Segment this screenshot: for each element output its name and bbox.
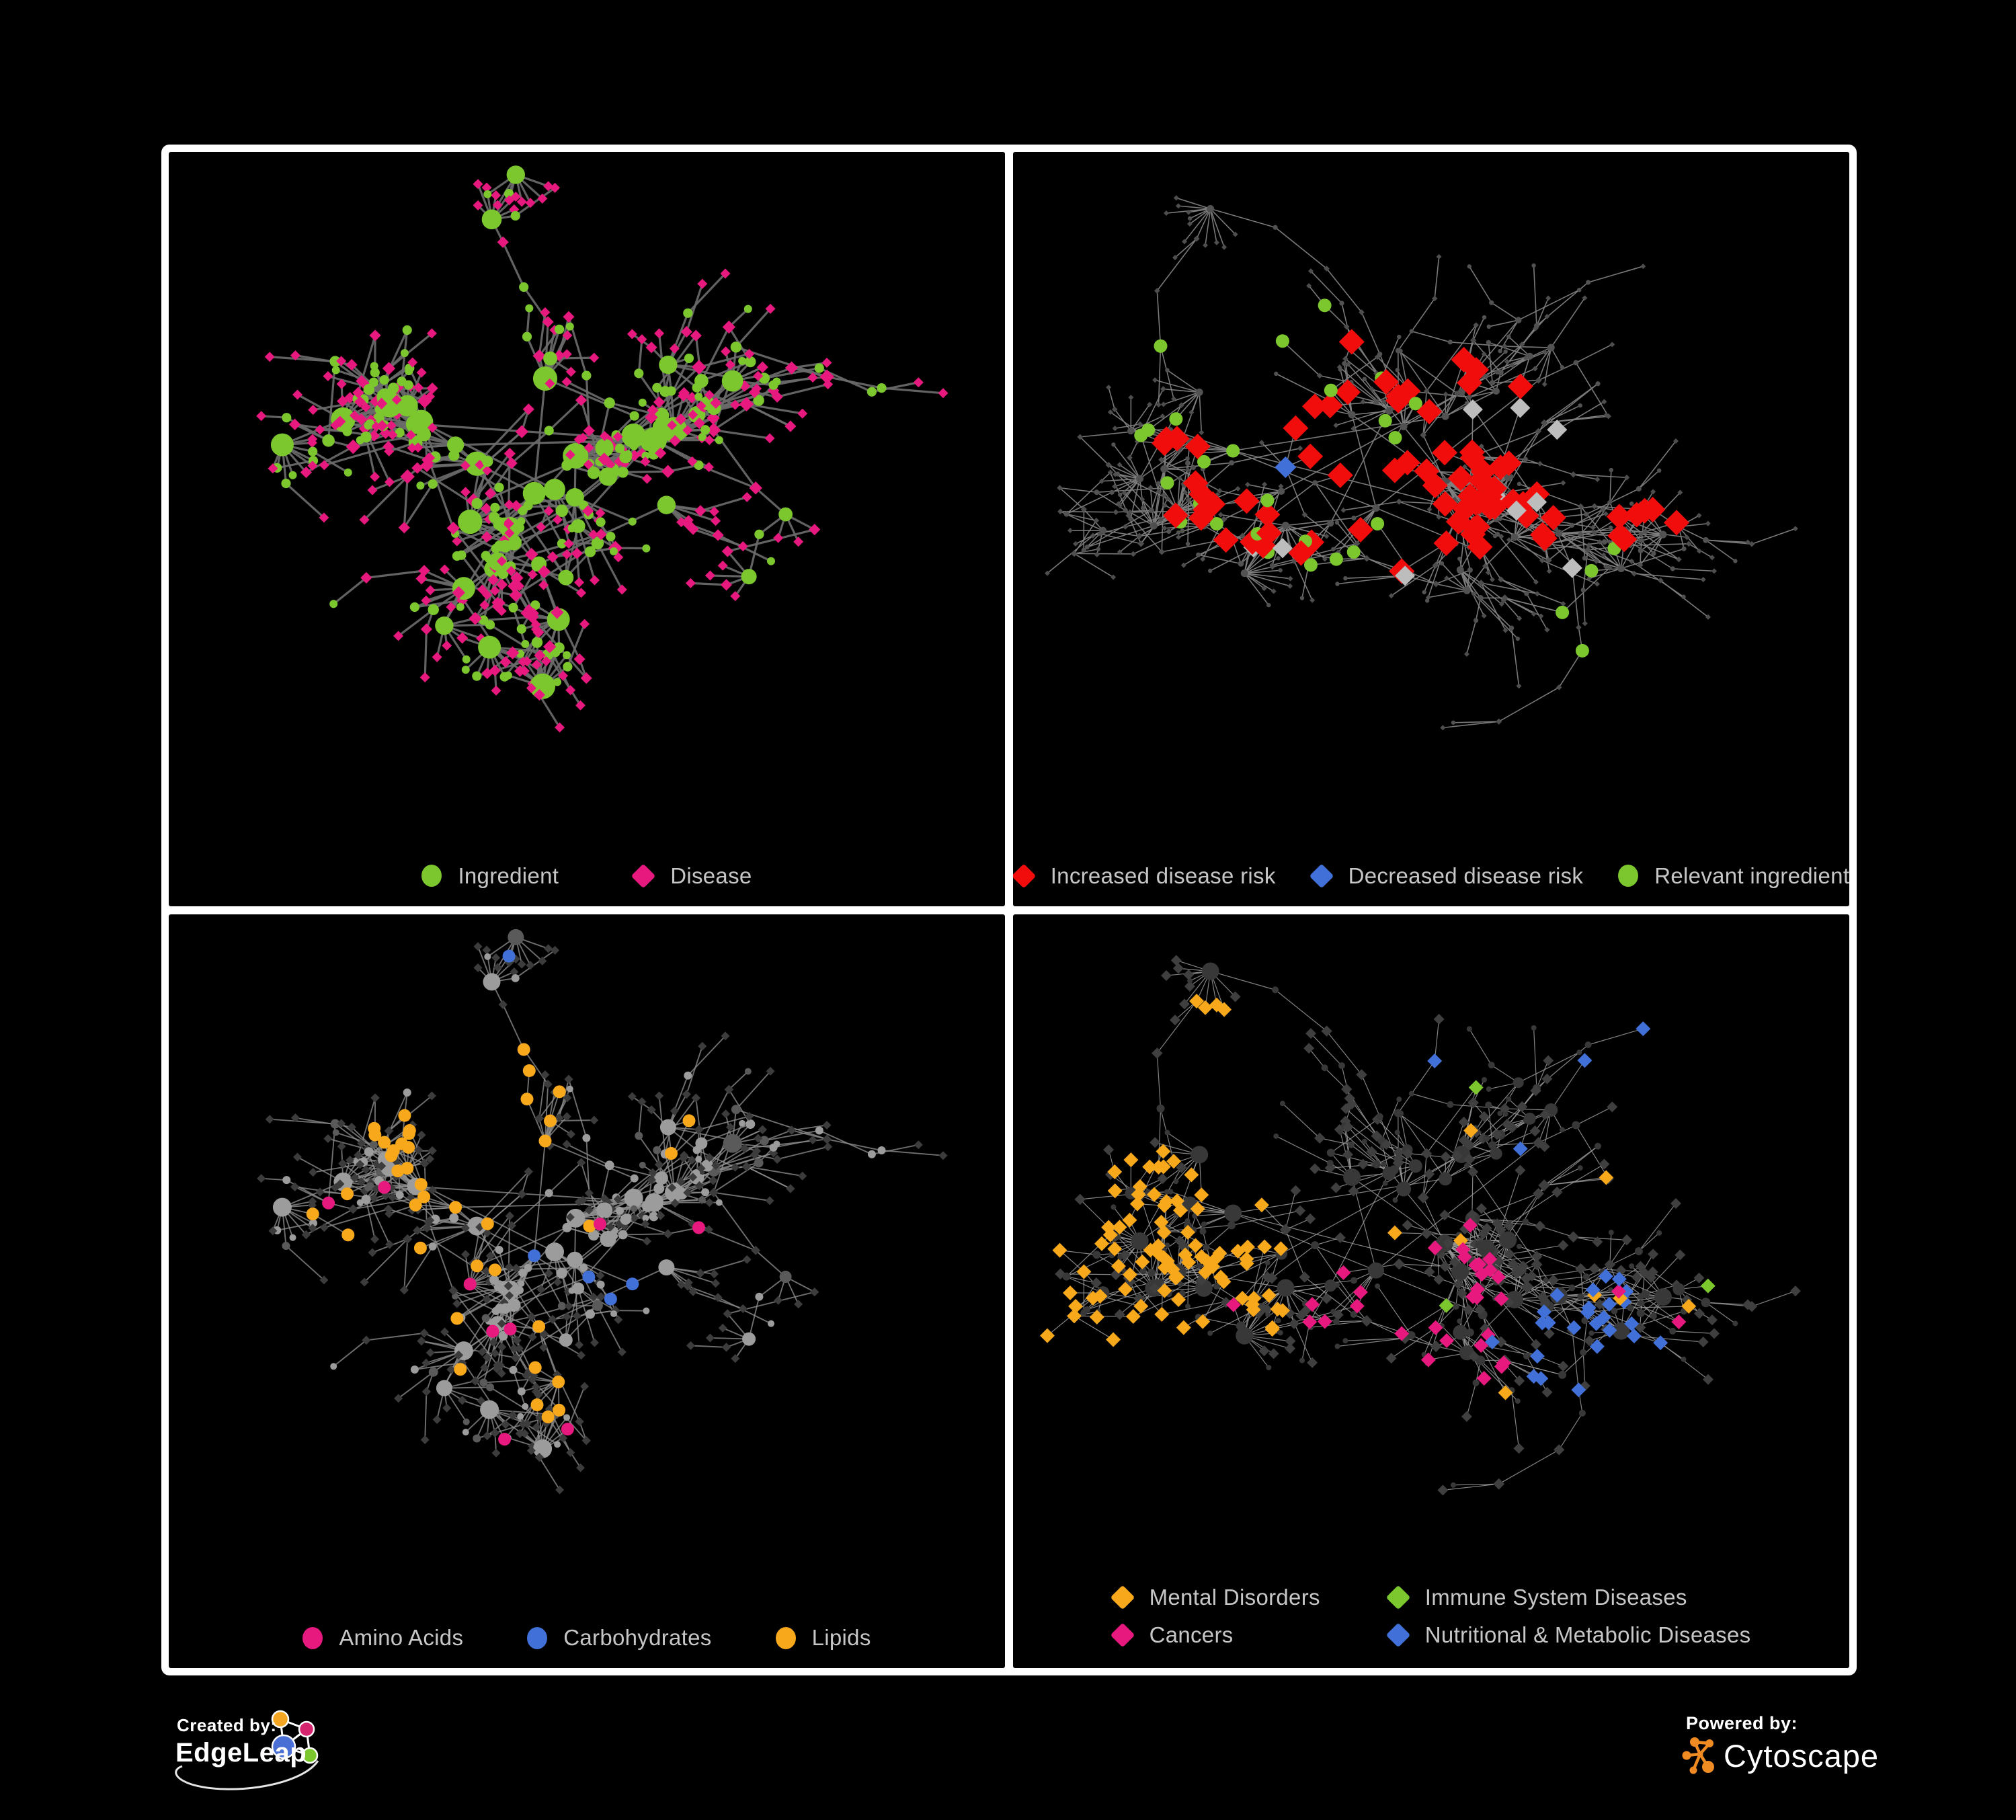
legend-marker-nutritional-metabolic-diseases bbox=[1385, 1622, 1411, 1648]
legend-label: Lipids bbox=[811, 1625, 871, 1650]
edgeleap-logo bbox=[175, 1710, 319, 1790]
panel-nutrient-categories: Amino Acids Carbohydrates Lipids bbox=[169, 914, 1005, 1668]
legend-item-ingredient: Ingredient bbox=[421, 863, 559, 889]
panel-disease-categories: Mental Disorders Immune System Diseases Ca… bbox=[1013, 914, 1849, 1668]
powered-by-block: Powered by: Cytoscape bbox=[1679, 1713, 1878, 1794]
legend-label: Cancers bbox=[1149, 1622, 1234, 1647]
created-by-block: Created by: EdgeLeap bbox=[165, 1708, 393, 1820]
panel-grid-frame: Ingredient Disease Increased disease risk… bbox=[161, 145, 1857, 1675]
edgeleap-node-green bbox=[301, 1747, 319, 1764]
legend-marker-cancers bbox=[1110, 1622, 1135, 1648]
legend-label: Carbohydrates bbox=[563, 1625, 712, 1650]
edgeleap-node-pink bbox=[298, 1720, 315, 1738]
legend-disease-risk: Increased disease risk Decreased disease … bbox=[1013, 863, 1849, 889]
legend-marker-carbohydrates bbox=[527, 1626, 548, 1649]
legend-label: Increased disease risk bbox=[1050, 863, 1276, 888]
legend-item-cancers: Cancers bbox=[1110, 1622, 1234, 1648]
network-ingredient-disease bbox=[256, 165, 949, 733]
legend-label: Decreased disease risk bbox=[1348, 863, 1584, 888]
legend-ingredient-disease: Ingredient Disease bbox=[169, 863, 1005, 889]
legend-label: Relevant ingredient bbox=[1654, 863, 1849, 888]
legend-marker-decreased-disease-risk bbox=[1309, 863, 1334, 888]
legend-nutrient-categories: Amino Acids Carbohydrates Lipids bbox=[169, 1625, 1005, 1651]
edgeleap-node-blue bbox=[271, 1734, 296, 1759]
legend-label: Mental Disorders bbox=[1149, 1585, 1320, 1610]
legend-item-nutritional-metabolic-diseases: Nutritional & Metabolic Diseases bbox=[1385, 1622, 1751, 1648]
legend-disease-categories: Mental Disorders Immune System Diseases Ca… bbox=[1013, 1585, 1849, 1648]
legend-item-increased-disease-risk: Increased disease risk bbox=[1013, 863, 1276, 889]
legend-item-amino-acids: Amino Acids bbox=[303, 1625, 463, 1651]
panel-disease-risk: Increased disease risk Decreased disease … bbox=[1013, 152, 1849, 906]
legend-marker-ingredient bbox=[421, 865, 442, 887]
legend-item-carbohydrates: Carbohydrates bbox=[527, 1625, 711, 1651]
legend-item-disease: Disease bbox=[631, 863, 752, 889]
legend-marker-relevant-ingredient bbox=[1618, 865, 1639, 887]
legend-marker-increased-disease-risk bbox=[1013, 863, 1037, 888]
network-disease-categories bbox=[1040, 954, 1801, 1495]
legend-marker-mental-disorders bbox=[1110, 1585, 1135, 1610]
panel-ingredient-disease: Ingredient Disease bbox=[169, 152, 1005, 906]
legend-label: Nutritional & Metabolic Diseases bbox=[1424, 1622, 1751, 1647]
legend-item-mental-disorders: Mental Disorders bbox=[1110, 1585, 1320, 1610]
legend-label: Ingredient bbox=[458, 863, 559, 888]
cytoscape-icon bbox=[1682, 1737, 1714, 1774]
legend-item-relevant-ingredient: Relevant ingredient bbox=[1618, 863, 1849, 889]
network-disease-risk bbox=[1045, 195, 1798, 731]
legend-item-decreased-disease-risk: Decreased disease risk bbox=[1309, 863, 1584, 889]
edgeleap-logo-text: EdgeLeap bbox=[175, 1738, 307, 1768]
legend-marker-immune-system-diseases bbox=[1385, 1585, 1411, 1610]
legend-label: Immune System Diseases bbox=[1424, 1585, 1687, 1610]
legend-label: Amino Acids bbox=[339, 1625, 464, 1650]
created-by-label: Created by: bbox=[177, 1715, 277, 1735]
edgeleap-node-orange bbox=[271, 1710, 290, 1729]
cytoscape-logo-text: Cytoscape bbox=[1724, 1738, 1880, 1774]
legend-item-immune-system-diseases: Immune System Diseases bbox=[1385, 1585, 1687, 1610]
legend-marker-amino-acids bbox=[303, 1626, 323, 1649]
legend-item-lipids: Lipids bbox=[775, 1625, 871, 1651]
network-nutrient-categories bbox=[257, 928, 948, 1494]
legend-marker-lipids bbox=[775, 1626, 796, 1649]
powered-by-label: Powered by: bbox=[1686, 1713, 1798, 1733]
legend-marker-disease bbox=[631, 863, 656, 888]
legend-label: Disease bbox=[670, 863, 752, 888]
